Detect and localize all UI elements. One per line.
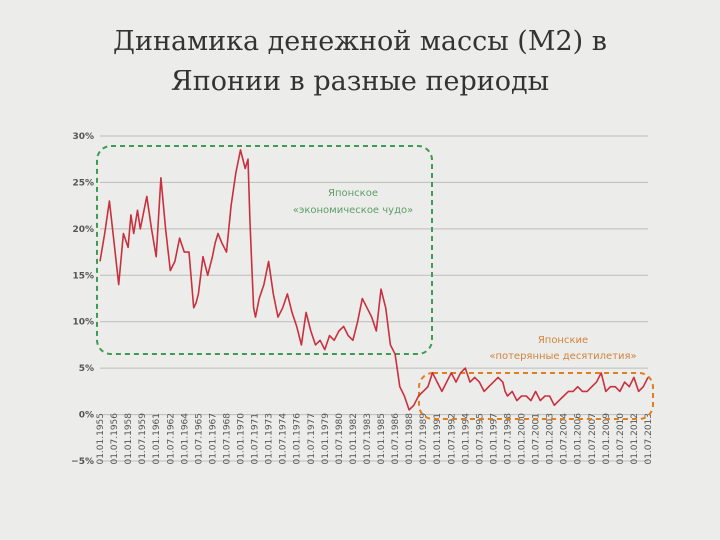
- economic-miracle-box: [96, 145, 433, 355]
- x-tick-label: 01.07.2007: [588, 413, 598, 465]
- x-tick-label: 01.07.1989: [419, 413, 429, 465]
- y-tick-label: 20%: [72, 225, 94, 235]
- x-tick-label: 01.07.1959: [138, 413, 148, 465]
- x-tick-label: 01.07.1986: [391, 413, 401, 465]
- miracle-label-line-1: Японское: [328, 188, 378, 199]
- x-tick-label: 01.01.1967: [208, 413, 218, 465]
- x-tick-label: 01.07.1980: [335, 413, 345, 465]
- x-tick-label: 01.01.1982: [349, 413, 359, 465]
- y-tick-label: 15%: [72, 271, 94, 281]
- y-tick-label: 0%: [79, 411, 94, 421]
- x-tick-label: 01.01.2003: [546, 413, 556, 465]
- x-tick-label: 01.07.1962: [166, 413, 176, 465]
- y-tick-label: 30%: [72, 132, 94, 142]
- y-tick-label: 10%: [72, 318, 94, 328]
- x-tick-label: 01.01.1976: [293, 413, 303, 465]
- title-line-2: Японии в разные периоды: [170, 66, 550, 97]
- title-line-1: Динамика денежной массы (M2) в: [113, 26, 607, 57]
- x-tick-label: 01.07.2010: [616, 413, 626, 465]
- x-tick-label: 01.01.1988: [405, 413, 415, 465]
- x-tick-label: 01.01.2012: [630, 413, 640, 465]
- x-tick-label: 01.07.1974: [279, 413, 289, 465]
- x-tick-label: 01.07.1983: [363, 413, 373, 465]
- m2-growth-line: [99, 149, 649, 411]
- x-tick-label: 01.01.2006: [574, 413, 584, 465]
- y-tick-label: 5%: [79, 364, 94, 374]
- x-tick-label: 01.01.1964: [180, 413, 190, 465]
- x-tick-label: 01.01.1985: [377, 413, 387, 465]
- slide-title: Динамика денежной массы (M2) в Японии в …: [0, 22, 720, 102]
- x-tick-label: 01.07.1968: [222, 413, 232, 465]
- x-tick-label: 01.07.1998: [503, 413, 513, 465]
- x-tick-label: 01.07.1992: [447, 413, 457, 465]
- y-tick-label: 25%: [72, 178, 94, 188]
- x-tick-label: 01.01.1958: [124, 413, 134, 465]
- x-tick-label: 01.01.1955: [96, 413, 106, 465]
- x-tick-label: 01.01.2000: [518, 413, 528, 465]
- x-tick-label: 01.07.2001: [532, 413, 542, 465]
- x-tick-label: 01.01.1991: [433, 413, 443, 465]
- x-tick-label: 01.07.1965: [194, 413, 204, 465]
- x-tick-label: 01.01.2009: [602, 413, 612, 465]
- x-tick-label: 01.01.1961: [152, 413, 162, 465]
- lost-decades-label-line-2: «потерянные десятилетия»: [489, 351, 636, 362]
- x-tick-label: 01.01.1994: [461, 413, 471, 465]
- x-tick-label: 01.07.1971: [251, 413, 261, 465]
- x-tick-label: 01.07.1995: [475, 413, 485, 465]
- x-tick-label: 01.01.1970: [237, 413, 247, 465]
- lost-decades-label-line-1: Японские: [538, 335, 588, 346]
- x-tick-label: 01.01.1979: [321, 413, 331, 465]
- x-tick-label: 01.01.1997: [489, 413, 499, 465]
- x-tick-label: 01.07.2013: [644, 413, 654, 465]
- x-tick-label: 01.07.1956: [110, 413, 120, 465]
- x-axis: 01.01.1955 01.07.1956 01.01.1958 01.07.1959…: [96, 413, 654, 465]
- x-tick-label: 01.01.1973: [265, 413, 275, 465]
- x-tick-label: 01.07.2004: [560, 413, 570, 465]
- grid-lines: [100, 135, 648, 462]
- y-tick-label: −5%: [71, 457, 94, 467]
- x-tick-label: 01.07.1977: [307, 413, 317, 465]
- y-axis: 30% 25% 20% 15% 10% 5% 0% −5%: [71, 132, 94, 467]
- miracle-label-line-2: «экономическое чудо»: [293, 205, 414, 216]
- series-layer: [99, 149, 649, 411]
